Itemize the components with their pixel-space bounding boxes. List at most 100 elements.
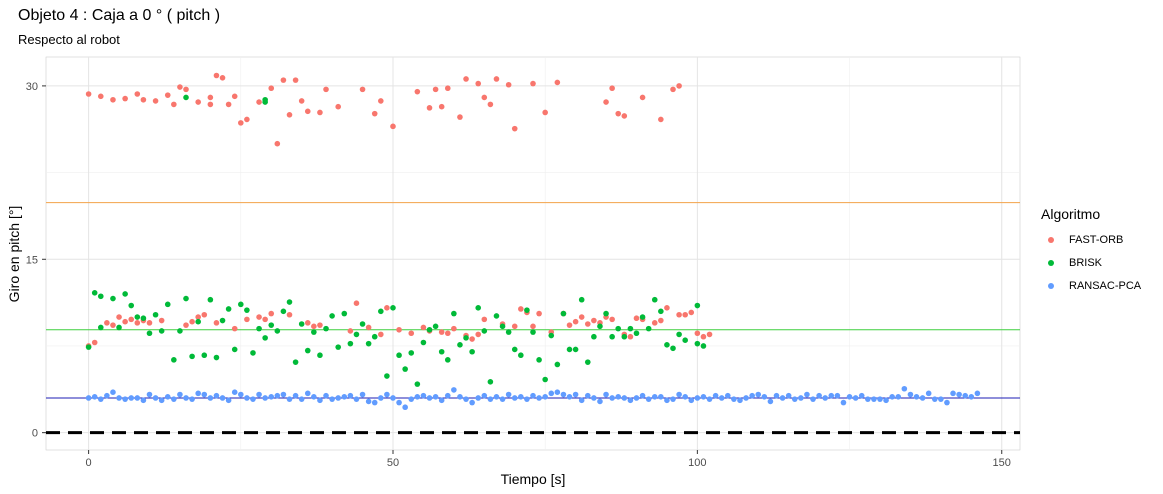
data-point [530,392,536,399]
data-point [207,94,214,101]
data-point [116,314,122,320]
data-point [432,394,439,400]
data-point [85,344,92,350]
data-point [591,395,597,401]
data-point [347,340,354,347]
data-point [335,395,342,401]
data-point [670,345,676,352]
data-point [183,86,189,93]
data-point [298,396,305,402]
data-point [97,93,104,100]
data-point [104,320,110,326]
data-point [85,395,92,401]
data-point [128,316,135,323]
data-point [511,395,518,401]
axes: 0 50 100 150 0 15 30 [26,81,1011,469]
data-point [384,391,390,398]
data-point [408,350,415,356]
data-point [950,390,956,397]
data-point [700,333,707,340]
data-point [353,396,360,402]
data-point [877,396,883,402]
data-point [164,301,171,308]
data-point [505,81,512,88]
data-point [938,396,944,402]
data-point [292,392,299,399]
data-point [584,321,591,327]
data-point [329,313,335,319]
data-point [359,391,366,398]
data-point [566,322,573,328]
data-point [889,394,895,400]
data-point [426,326,433,333]
data-point [664,305,670,311]
data-point [609,85,615,92]
data-point [274,140,281,147]
data-point [104,392,110,399]
data-point [639,392,646,399]
data-point [268,394,275,400]
data-point [195,318,201,325]
data-point [116,324,122,331]
data-point [225,306,232,312]
data-point [871,396,877,402]
data-point [609,395,615,401]
data-point [402,366,408,372]
data-point [493,313,500,319]
data-point [256,99,262,105]
data-point [463,76,469,82]
data-point [280,391,287,398]
legend-dot-icon [1048,282,1054,289]
data-point [524,396,530,402]
data-point [329,396,335,402]
data-point [213,72,220,79]
data-point [615,394,622,400]
data-point [286,111,293,118]
data-point [298,98,305,104]
data-point [901,385,908,392]
data-point [238,120,244,126]
data-point [828,392,835,399]
data-point [968,394,975,400]
data-point [171,357,177,363]
data-point [335,103,342,110]
data-point [755,391,762,398]
data-point [591,333,597,340]
data-point [913,394,920,400]
data-point [852,395,859,401]
data-point [956,391,962,398]
data-point [584,359,591,365]
data-point [822,395,828,401]
data-point [560,310,567,317]
data-point [597,398,603,405]
data-point [365,398,372,405]
data-point [651,320,658,326]
data-point [244,316,250,323]
data-point [700,343,707,349]
data-point [572,391,579,398]
data-point [140,397,147,404]
data-point [140,96,147,103]
y-tick-label: 30 [26,81,38,93]
data-point [645,396,652,402]
data-point [475,331,482,338]
data-point [304,320,311,326]
data-point [414,394,421,400]
legend-key [1041,276,1061,296]
data-point [426,105,433,111]
data-point [219,395,226,401]
data-point [505,391,512,398]
data-point [475,305,482,311]
data-point [791,396,798,402]
data-point [317,322,323,328]
data-point [584,392,591,399]
data-point [603,310,609,317]
data-point [712,392,719,399]
data-point [962,392,969,399]
data-point [213,320,220,326]
data-point [457,342,463,348]
data-point [286,396,293,402]
data-point [396,326,402,333]
chart-subtitle: Respecto al robot [18,32,120,47]
data-point [164,92,171,98]
